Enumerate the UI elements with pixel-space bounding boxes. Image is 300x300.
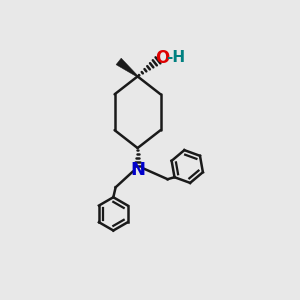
Text: N: N — [130, 161, 145, 179]
Text: -H: -H — [166, 50, 185, 65]
Polygon shape — [116, 58, 138, 77]
Text: O: O — [155, 49, 169, 67]
